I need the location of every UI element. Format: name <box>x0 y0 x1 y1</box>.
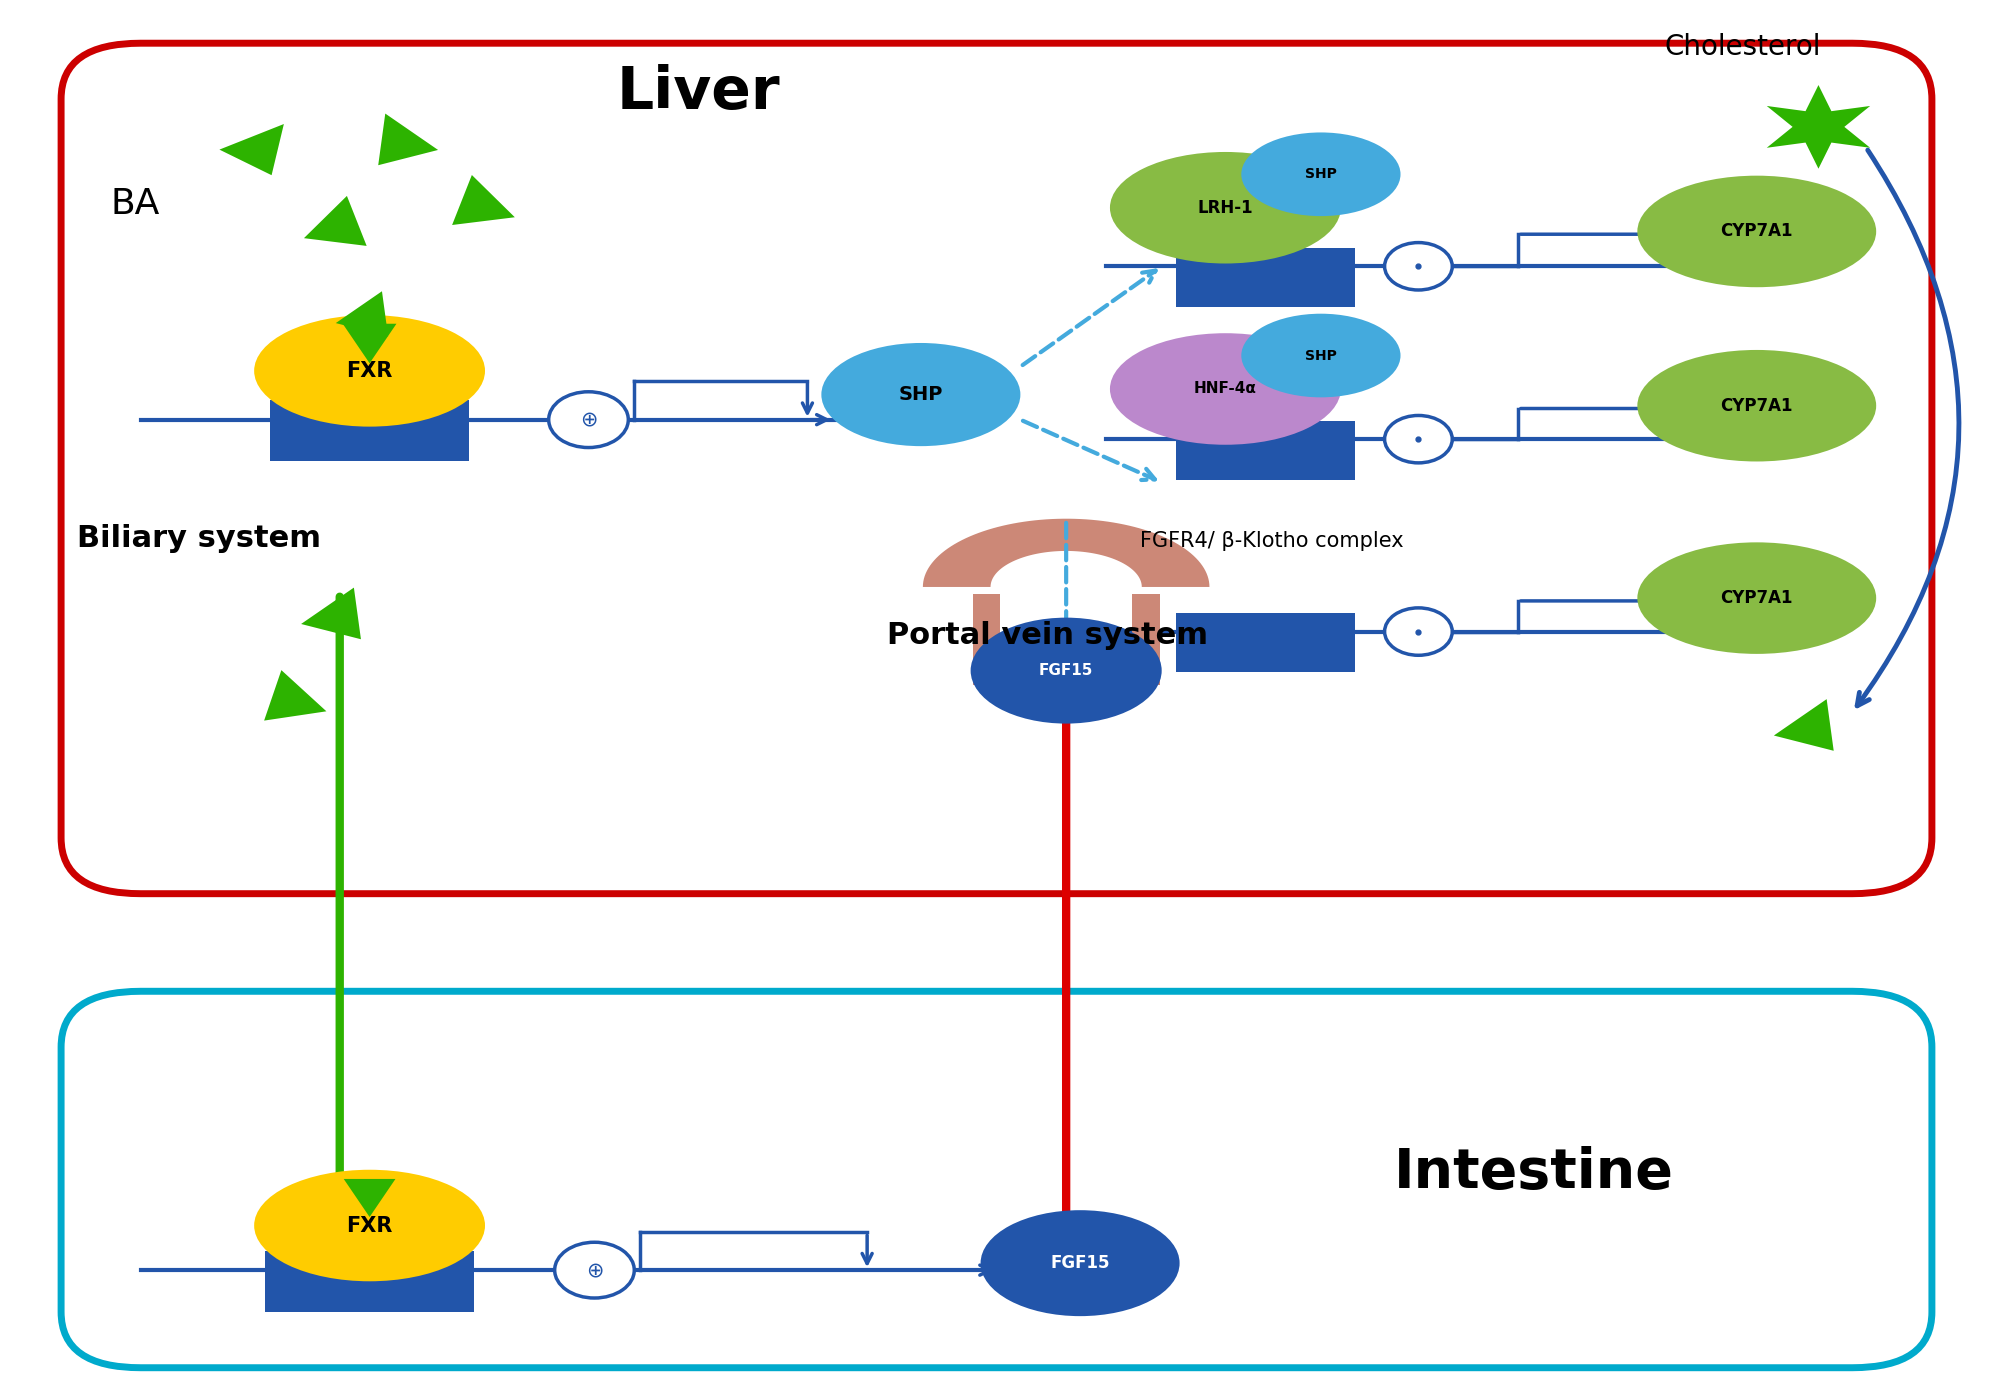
Text: CYP7A1: CYP7A1 <box>1720 397 1794 415</box>
Ellipse shape <box>971 617 1162 724</box>
Text: SHP: SHP <box>899 386 943 404</box>
Polygon shape <box>379 113 438 165</box>
FancyBboxPatch shape <box>973 594 1000 685</box>
Ellipse shape <box>255 1169 484 1281</box>
Ellipse shape <box>1110 334 1341 444</box>
Ellipse shape <box>981 1210 1180 1316</box>
Polygon shape <box>1774 698 1834 750</box>
Text: Biliary system: Biliary system <box>78 524 321 553</box>
Text: Liver: Liver <box>616 63 779 120</box>
Polygon shape <box>335 291 389 337</box>
Ellipse shape <box>1110 152 1341 264</box>
FancyBboxPatch shape <box>1176 613 1355 672</box>
Polygon shape <box>452 175 514 225</box>
Text: Intestine: Intestine <box>1393 1146 1674 1200</box>
Text: CYP7A1: CYP7A1 <box>1720 222 1794 240</box>
Polygon shape <box>265 671 327 721</box>
Polygon shape <box>301 588 361 640</box>
Text: BA: BA <box>112 187 159 221</box>
Circle shape <box>548 391 628 447</box>
Text: FGF15: FGF15 <box>1050 1255 1110 1273</box>
Text: CYP7A1: CYP7A1 <box>1720 590 1794 608</box>
Text: FXR: FXR <box>347 360 393 381</box>
Text: ⊕: ⊕ <box>580 409 598 430</box>
FancyBboxPatch shape <box>1176 249 1355 307</box>
Polygon shape <box>1766 85 1869 169</box>
Polygon shape <box>305 196 367 246</box>
Text: Cholesterol: Cholesterol <box>1664 34 1822 61</box>
Polygon shape <box>343 324 397 363</box>
Text: FGF15: FGF15 <box>1038 664 1094 678</box>
Polygon shape <box>343 1179 395 1217</box>
Ellipse shape <box>1638 349 1875 461</box>
Circle shape <box>554 1242 634 1298</box>
FancyBboxPatch shape <box>1176 420 1355 479</box>
Ellipse shape <box>255 316 484 426</box>
Ellipse shape <box>821 344 1020 446</box>
Polygon shape <box>219 124 283 175</box>
Circle shape <box>1385 608 1453 655</box>
Text: FGFR4/ β-Klotho complex: FGFR4/ β-Klotho complex <box>1140 531 1403 550</box>
Ellipse shape <box>1638 176 1875 288</box>
FancyBboxPatch shape <box>265 1250 474 1312</box>
Ellipse shape <box>1242 133 1401 217</box>
Ellipse shape <box>1242 314 1401 397</box>
Text: ⊕: ⊕ <box>586 1260 604 1280</box>
Polygon shape <box>923 518 1210 587</box>
Text: FXR: FXR <box>347 1215 393 1235</box>
Circle shape <box>1385 243 1453 291</box>
Text: LRH-1: LRH-1 <box>1198 198 1254 217</box>
FancyBboxPatch shape <box>1132 594 1160 685</box>
Text: SHP: SHP <box>1305 168 1337 182</box>
Text: SHP: SHP <box>1305 348 1337 362</box>
Ellipse shape <box>1638 542 1875 654</box>
Text: HNF-4α: HNF-4α <box>1194 381 1258 397</box>
Text: Portal vein system: Portal vein system <box>887 622 1208 650</box>
Circle shape <box>1385 415 1453 462</box>
FancyBboxPatch shape <box>271 400 468 461</box>
